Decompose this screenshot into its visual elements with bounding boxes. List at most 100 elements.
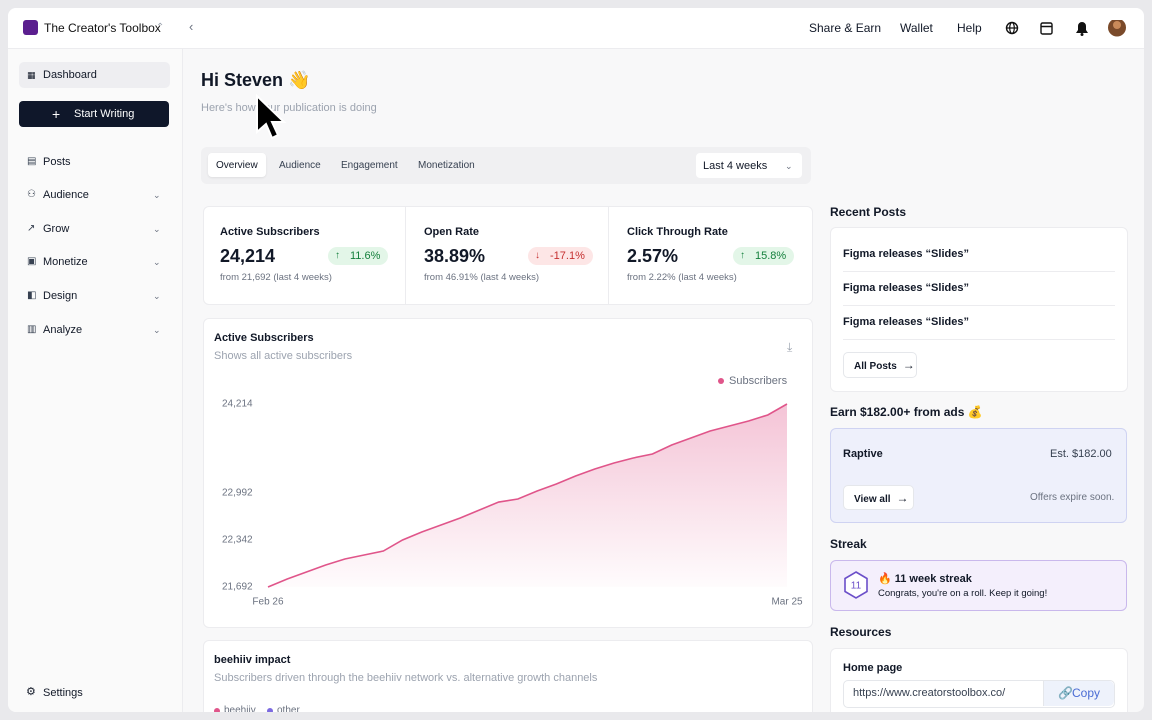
copy-button[interactable] [1043, 681, 1114, 706]
workspace-toggle[interactable]: ⌃ [156, 22, 165, 33]
all-posts-button[interactable]: All Posts → [843, 352, 917, 378]
stat-note: from 46.91% (last 4 weeks) [424, 272, 540, 283]
nav-item[interactable]: Grow [43, 223, 70, 235]
nav-item[interactable]: Monetize [43, 256, 88, 268]
chart-subtitle: Shows all active subscribers [214, 350, 353, 362]
stat-change: 15.8% [733, 247, 795, 265]
nav-link[interactable]: Wallet [900, 21, 933, 35]
dropdown-label[interactable]: Last 4 weeks [703, 160, 768, 172]
trend-icon: ↓ [535, 250, 540, 261]
nav-icon: ▣ [27, 256, 37, 267]
section-title: Streak [830, 537, 867, 551]
stat-change: 11.6% [328, 247, 389, 265]
button-label[interactable]: Copy [1072, 686, 1101, 700]
period-dropdown[interactable] [696, 153, 802, 178]
url-text[interactable]: https://www.creatorstoolbox.co/ [853, 687, 1006, 699]
estimate: Est. $182.00 [1050, 448, 1112, 460]
divider [843, 271, 1115, 272]
globe-icon[interactable] [1005, 21, 1019, 35]
resource-label: Home page [843, 662, 903, 674]
stat-note: from 21,692 (last 4 weeks) [220, 272, 332, 283]
nav-item[interactable]: Analyze [43, 324, 83, 336]
greeting: Hi Steven 👋 [201, 70, 311, 90]
impact-subtitle: Subscribers driven through the beehiiv n… [214, 672, 598, 684]
tab-active-bg [208, 153, 266, 177]
nav-chevron[interactable]: ⌄ [153, 291, 161, 301]
section-title: Resources [830, 625, 892, 639]
legend-label: beehiiv [224, 705, 256, 712]
download-icon[interactable]: ⤓ [787, 340, 793, 354]
streak-headline: 🔥 11 week streak [878, 573, 972, 585]
dropdown-chevron: ⌄ [785, 161, 793, 171]
arrow-icon: → [896, 491, 909, 505]
start-writing-button[interactable] [19, 101, 169, 127]
streak-badge: 11 [844, 571, 868, 599]
greeting-subtitle: Here's how your publication is doing [201, 102, 377, 114]
nav-chevron[interactable]: ⌄ [153, 325, 161, 335]
nav-item[interactable]: Settings [43, 687, 83, 699]
bell-icon[interactable] [1076, 22, 1088, 36]
stat-value: 2.57% [627, 246, 679, 266]
nav-item[interactable]: Design [43, 290, 78, 302]
legend-label: other [277, 705, 300, 712]
streak-count: 11 [851, 581, 862, 592]
tab[interactable]: Monetization [418, 160, 475, 171]
chart-title: Active Subscribers [214, 332, 314, 344]
tab[interactable]: Overview [216, 160, 258, 171]
view-all-button[interactable]: View all → [843, 485, 914, 510]
post-title[interactable]: Figma releases “Slides” [843, 316, 969, 328]
logo[interactable] [23, 20, 38, 35]
button-label[interactable]: View all [854, 494, 891, 505]
stat-value: 24,214 [220, 246, 276, 266]
link-icon: 🔗 [1058, 686, 1073, 700]
top-bar [8, 8, 1144, 49]
impact-card [203, 640, 813, 712]
stat-value: 38.89% [424, 246, 486, 266]
nav-icon: ◧ [27, 290, 37, 301]
nav-icon: ▥ [27, 324, 37, 335]
trend-icon: ↑ [335, 250, 340, 261]
nav-chevron[interactable]: ⌄ [153, 224, 161, 234]
calendar-icon[interactable] [1040, 22, 1053, 35]
post-title[interactable]: Figma releases “Slides” [843, 282, 969, 294]
workspace-name[interactable]: The Creator's Toolbox [44, 21, 161, 35]
trend-icon: ↑ [740, 250, 745, 261]
arrow-icon: → [902, 358, 915, 372]
app-window: The Creator's Toolbox ⌃ ‹ Share & Earn W… [8, 8, 1144, 712]
divider [843, 339, 1115, 340]
tab[interactable]: Audience [279, 160, 321, 171]
tab[interactable]: Engagement [341, 160, 398, 171]
button-label[interactable]: Start Writing [74, 108, 135, 120]
streak-message: Congrats, you're on a roll. Keep it goin… [878, 588, 1048, 599]
settings-icon: ⚙ [26, 686, 36, 698]
nav-item[interactable]: Posts [43, 156, 71, 168]
nav-chevron[interactable]: ⌄ [153, 257, 161, 267]
avatar[interactable] [1108, 20, 1126, 37]
nav-item-active[interactable]: Dashboard [43, 69, 97, 81]
nav-active-bg [19, 62, 170, 88]
nav-item[interactable]: Audience [43, 189, 89, 201]
legend-dot [214, 708, 220, 712]
collapse-sidebar[interactable]: ‹ [189, 19, 194, 34]
nav-chevron[interactable]: ⌄ [153, 190, 161, 200]
plus-icon: + [52, 106, 61, 122]
streak-card [830, 560, 1127, 611]
legend-dot [267, 708, 273, 712]
button-label[interactable]: All Posts [854, 361, 897, 372]
stat-label: Active Subscribers [220, 226, 320, 238]
nav-link[interactable]: Help [957, 21, 982, 35]
stat-label: Click Through Rate [627, 226, 728, 238]
section-title: Earn $182.00+ from ads 💰 [830, 405, 983, 419]
stat-label: Open Rate [424, 226, 480, 238]
nav-icon: ↗ [27, 223, 36, 234]
post-title[interactable]: Figma releases “Slides” [843, 248, 969, 260]
nav-icon: ⚇ [27, 189, 36, 200]
mouse-cursor [256, 94, 287, 140]
header-icons [1005, 20, 1126, 37]
stat-change: -17.1% [528, 247, 593, 265]
divider [608, 207, 609, 304]
nav-link[interactable]: Share & Earn [809, 21, 882, 35]
chart-card [203, 318, 813, 628]
impact-title: beehiiv impact [214, 654, 291, 666]
divider [405, 207, 406, 304]
